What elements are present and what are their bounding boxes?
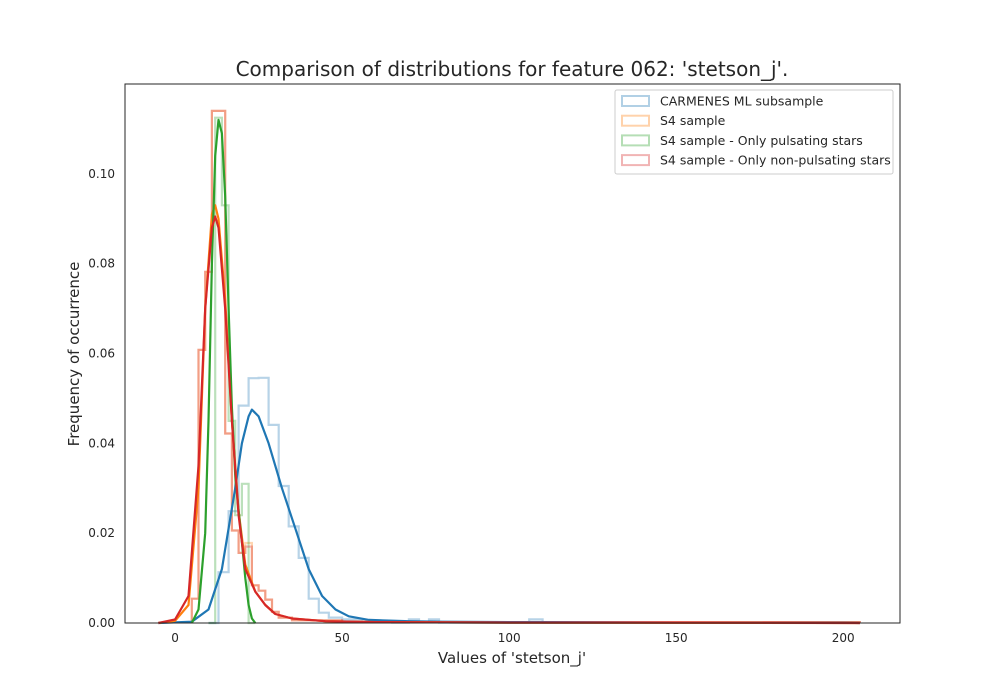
plot-area [124,83,901,625]
legend-label: S4 sample - Only pulsating stars [660,133,863,148]
kde-line-series-3 [190,118,257,624]
x-tick-label: 200 [832,631,855,645]
histogram-series-1 [208,376,861,625]
legend-label: CARMENES ML subsample [660,94,824,109]
y-axis-label: Frequency of occurrence [65,262,83,447]
y-tick-label: 0.08 [88,257,115,271]
x-axis-ticks: 0 50 100 150 200 [171,631,854,645]
x-tick-label: 50 [334,631,349,645]
legend: CARMENES ML subsample S4 sample S4 sample … [614,89,894,175]
legend-swatch [621,134,650,147]
chart-title: Comparison of distributions for feature … [236,57,789,81]
x-tick-label: 0 [171,631,179,645]
plot-frame [124,83,901,624]
x-axis-label: Values of 'stetson_j' [438,649,586,668]
y-tick-label: 0.02 [88,526,115,540]
legend-swatch [621,114,650,127]
legend-label: S4 sample [660,113,726,128]
x-tick-label: 100 [498,631,521,645]
y-axis-ticks: 0.00 0.02 0.04 0.06 0.08 0.10 [88,167,115,630]
kde-layer [158,118,860,625]
y-tick-label: 0.00 [88,616,115,630]
y-tick-label: 0.04 [88,436,115,450]
kde-line-series-4 [158,215,860,625]
legend-frame [614,89,894,175]
y-tick-label: 0.10 [88,167,115,181]
legend-label: S4 sample - Only non-pulsating stars [660,153,891,168]
y-tick-label: 0.06 [88,347,115,361]
legend-swatch [621,154,650,167]
legend-swatch [621,95,650,107]
x-tick-label: 150 [665,631,688,645]
